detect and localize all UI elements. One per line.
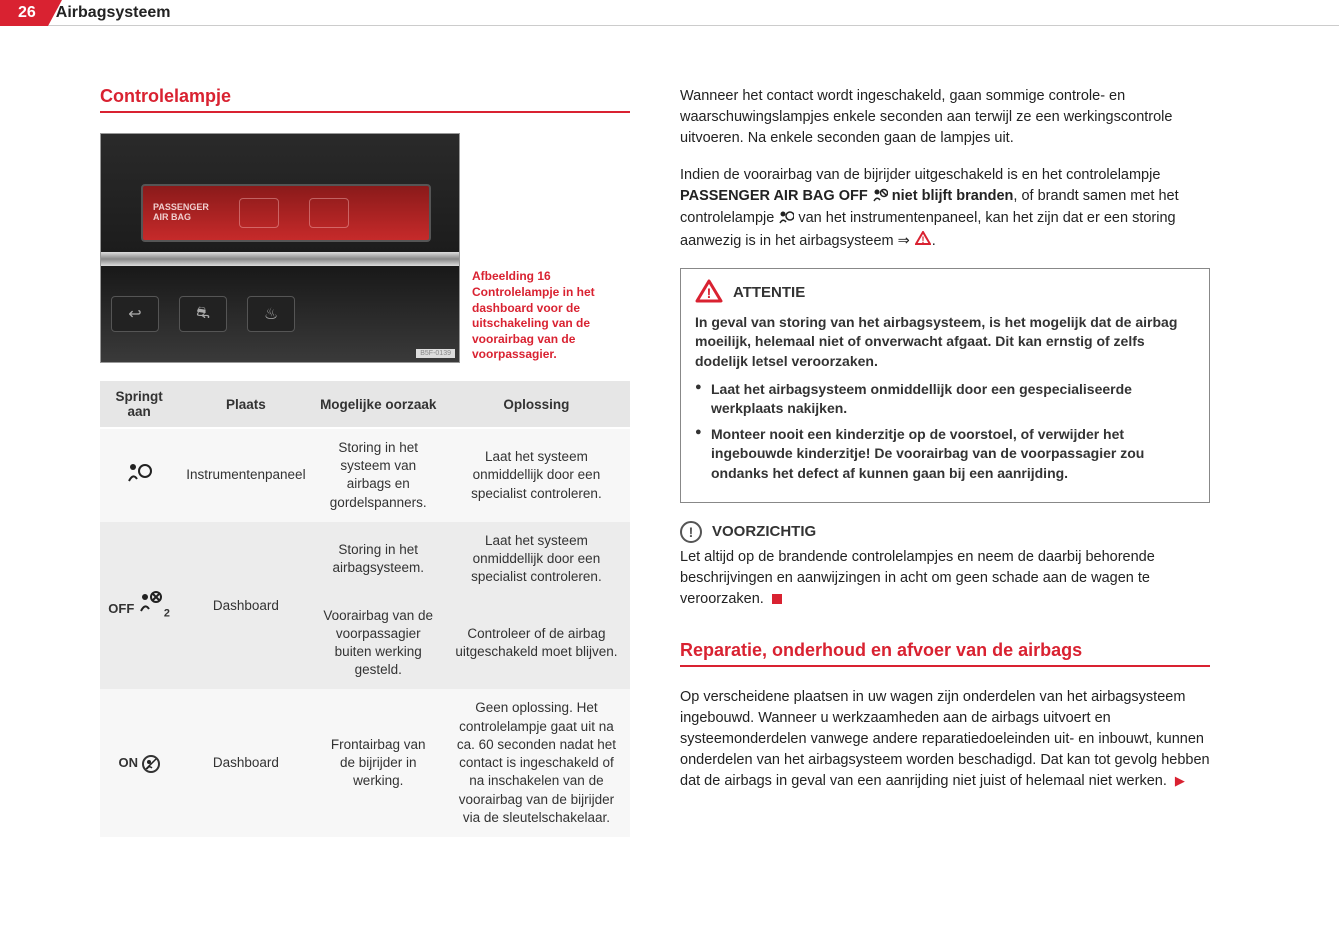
passenger-airbag-off-label: PASSENGER AIR BAG OFF: [680, 188, 872, 204]
airbag-on-icon: [142, 755, 160, 773]
dash-button-3: ♨: [247, 296, 295, 332]
cell-cause: Storing in het airbagsysteem.: [314, 522, 443, 597]
continued-arrow-icon: ▶: [1175, 772, 1185, 791]
th-oorzaak: Mogelijke oorzaak: [314, 381, 443, 428]
on-label: ON: [119, 755, 139, 770]
text-run: Op verscheidene plaatsen in uw wagen zij…: [680, 689, 1210, 789]
cell-fix: Laat het systeem onmiddellijk door een s…: [443, 522, 630, 597]
th-oplossing: Oplossing: [443, 381, 630, 428]
cell-symbol: OFF 2: [100, 522, 178, 690]
airbag-person-inline-icon: [778, 210, 794, 230]
dash-button-2: ⛐: [179, 296, 227, 332]
list-item: Monteer nooit een kinderzitje op de voor…: [695, 425, 1195, 484]
section-heading-controlelampje: Controlelampje: [100, 86, 630, 113]
voorzichtig-body: Let altijd op de brandende controlelampj…: [680, 547, 1210, 610]
voorzichtig-title: ! VOORZICHTIG: [680, 521, 1210, 543]
svg-text:!: !: [707, 285, 712, 301]
section-end-marker-icon: [772, 594, 782, 604]
table-row: OFF 2 Dashboard Storing in het airbagsys…: [100, 522, 630, 597]
caution-circle-icon: !: [680, 521, 702, 543]
table-row: ON Dashboard Frontairbag van de bijrijde…: [100, 689, 630, 837]
attentie-callout: ! ATTENTIE In geval van storing van het …: [680, 268, 1210, 503]
section-heading-reparatie: Reparatie, onderhoud en afvoer van de ai…: [680, 640, 1210, 667]
cell-place: Dashboard: [178, 689, 313, 837]
voorzichtig-title-text: VOORZICHTIG: [712, 523, 816, 540]
attentie-body: In geval van storing van het airbagsyste…: [695, 313, 1195, 372]
indicator-lamp-table: Springt aan Plaats Mogelijke oorzaak Opl…: [100, 381, 630, 837]
figure-ref-tag: B5F-0139: [416, 349, 455, 358]
cell-cause: Voorairbag van de voorpassagier buiten w…: [314, 597, 443, 690]
figure-16: PASSENGERAIR BAG ↩ ⛐ ♨ B5F-0139 Afbeeldi…: [100, 133, 630, 363]
sym-suffix: 2: [164, 607, 170, 619]
paragraph: Indien de voorairbag van de bijrijder ui…: [680, 165, 1210, 252]
dash-buttons: ↩ ⛐ ♨: [111, 296, 295, 332]
text-run: Indien de voorairbag van de bijrijder ui…: [680, 167, 1160, 183]
cell-cause: Storing in het systeem van airbags en go…: [314, 428, 443, 522]
off-label: OFF: [108, 601, 134, 616]
airbag-off-inline-icon: [872, 188, 888, 208]
cell-cause: Frontairbag van de bijrijder in werking.: [314, 689, 443, 837]
th-plaats: Plaats: [178, 381, 313, 428]
cell-place: Dashboard: [178, 522, 313, 690]
attentie-title-text: ATTENTIE: [733, 284, 805, 301]
airbag-off-icon: [239, 198, 279, 228]
cell-fix: Geen oplossing. Het controlelampje gaat …: [443, 689, 630, 837]
dash-button-1: ↩: [111, 296, 159, 332]
paragraph: Wanneer het contact wordt ingeschakeld, …: [680, 86, 1210, 149]
text-run: Let altijd op de brandende controlelampj…: [680, 549, 1155, 607]
figure-caption: Afbeelding 16 Controlelampje in het dash…: [472, 269, 627, 363]
table-header-row: Springt aan Plaats Mogelijke oorzaak Opl…: [100, 381, 630, 428]
dashboard-red-panel: PASSENGERAIR BAG: [141, 184, 431, 242]
page-number-tab: 26: [0, 0, 48, 26]
airbag-off-icon: [138, 591, 164, 616]
attentie-list: Laat het airbagsysteem onmiddellijk door…: [695, 380, 1195, 484]
cell-fix: Controleer of de airbag uitgeschakeld mo…: [443, 597, 630, 690]
airbag-on-icon: [309, 198, 349, 228]
warning-triangle-icon: !: [914, 230, 932, 246]
doc-title-strip: Airbagsysteem: [48, 0, 1339, 26]
warning-triangle-icon: !: [695, 279, 723, 307]
panel-label: PASSENGERAIR BAG: [153, 203, 209, 223]
svg-text:!: !: [921, 235, 924, 245]
cell-fix: Laat het systeem onmiddellijk door een s…: [443, 428, 630, 522]
page-number: 26: [18, 4, 36, 22]
th-springt-aan: Springt aan: [100, 381, 178, 428]
doc-title: Airbagsysteem: [56, 4, 171, 22]
figure-photo: PASSENGERAIR BAG ↩ ⛐ ♨ B5F-0139: [100, 133, 460, 363]
table-row: Instrumentenpaneel Storing in het systee…: [100, 428, 630, 522]
trim-strip: [101, 252, 459, 266]
page-header: 26 Airbagsysteem: [0, 0, 1339, 26]
cell-symbol: ON: [100, 689, 178, 837]
right-column: Wanneer het contact wordt ingeschakeld, …: [680, 86, 1210, 837]
left-column: Controlelampje PASSENGERAIR BAG ↩ ⛐ ♨ B5…: [100, 86, 630, 837]
text-run-bold: niet blijft branden: [892, 188, 1014, 204]
callout-title: ! ATTENTIE: [695, 279, 1195, 307]
cell-symbol: [100, 428, 178, 522]
airbag-person-icon: [125, 461, 153, 488]
paragraph: Op verscheidene plaatsen in uw wagen zij…: [680, 687, 1210, 792]
cell-place: Instrumentenpaneel: [178, 428, 313, 522]
list-item: Laat het airbagsysteem onmiddellijk door…: [695, 380, 1195, 419]
